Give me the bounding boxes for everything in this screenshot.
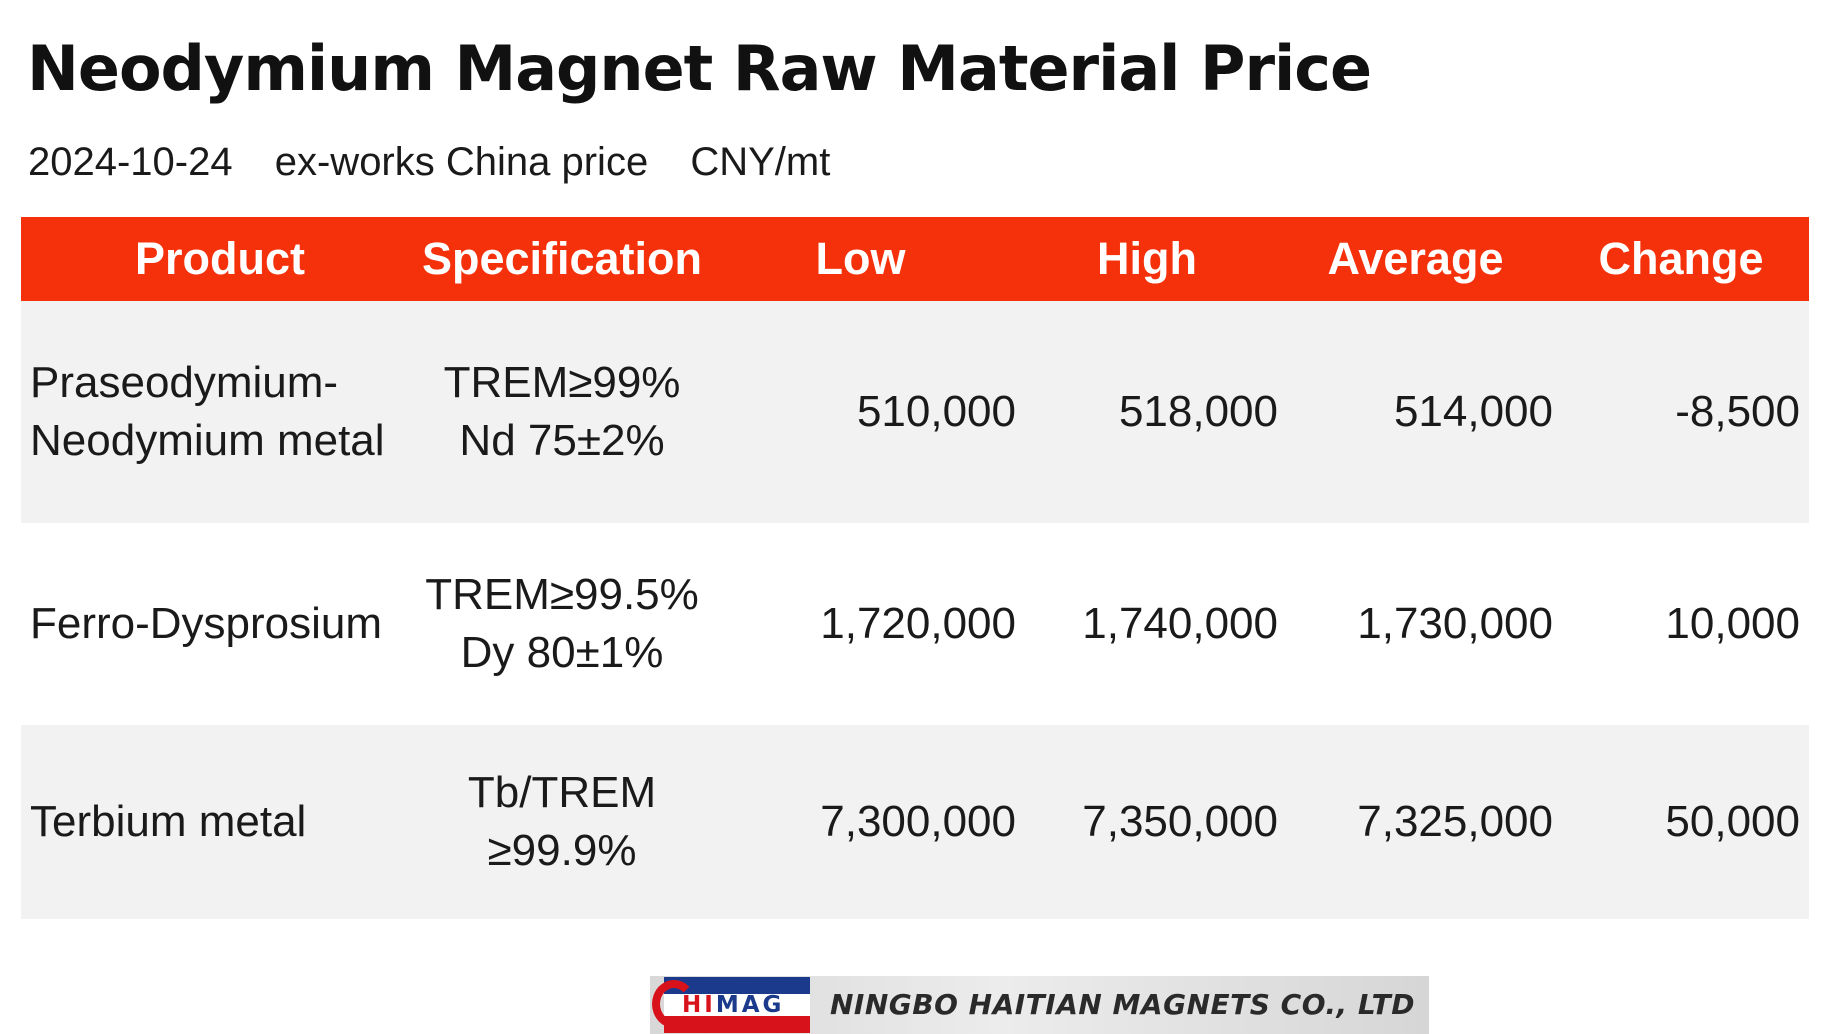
low-price: 510,000 <box>705 301 1016 523</box>
average-price: 7,325,000 <box>1278 725 1553 919</box>
header-change: Change <box>1553 217 1809 301</box>
price-change: 50,000 <box>1553 725 1809 919</box>
product-name-line: Terbium metal <box>30 797 307 846</box>
page-title: Neodymium Magnet Raw Material Price <box>27 32 1372 105</box>
logo-ring-icon <box>652 980 696 1028</box>
product-name-line: Ferro-Dysprosium <box>30 599 383 648</box>
table-header-row: Product Specification Low High Average C… <box>21 217 1809 301</box>
price-date: 2024-10-24 <box>28 140 233 184</box>
price-change: -8,500 <box>1553 301 1809 523</box>
header-specification: Specification <box>419 217 705 301</box>
spec-line: Tb/TREM <box>467 768 657 817</box>
company-banner: HIMAG NINGBO HAITIAN MAGNETS CO., LTD <box>650 976 1429 1034</box>
spec-cell: Tb/TREM ≥99.9% <box>419 725 705 919</box>
price-basis: ex-works China price <box>274 140 649 184</box>
logo-text: HIMAG <box>682 992 785 1018</box>
spec-cell: TREM≥99.5% Dy 80±1% <box>419 523 705 725</box>
low-price: 1,720,000 <box>705 523 1016 725</box>
company-logo: HIMAG <box>650 976 810 1034</box>
table-row: Terbium metal Tb/TREM ≥99.9% 7,300,000 7… <box>21 725 1809 919</box>
product-name-line: Praseodymium- <box>30 358 339 407</box>
header-average: Average <box>1278 217 1553 301</box>
price-change: 10,000 <box>1553 523 1809 725</box>
low-price: 7,300,000 <box>705 725 1016 919</box>
logo-stripe <box>664 994 810 1016</box>
header-low: Low <box>705 217 1016 301</box>
company-name: NINGBO HAITIAN MAGNETS CO., LTD <box>830 988 1415 1021</box>
spec-line: ≥99.9% <box>487 826 637 875</box>
spec-line: Nd 75±2% <box>459 416 665 465</box>
price-table: Product Specification Low High Average C… <box>21 217 1809 919</box>
average-price: 1,730,000 <box>1278 523 1553 725</box>
product-cell: Ferro-Dysprosium <box>21 523 419 725</box>
product-name-line: Neodymium metal <box>30 416 385 465</box>
product-cell: Praseodymium- Neodymium metal <box>21 301 419 523</box>
high-price: 7,350,000 <box>1016 725 1278 919</box>
table-row: Praseodymium- Neodymium metal TREM≥99% N… <box>21 301 1809 523</box>
high-price: 1,740,000 <box>1016 523 1278 725</box>
spec-line: TREM≥99.5% <box>425 570 699 619</box>
high-price: 518,000 <box>1016 301 1278 523</box>
average-price: 514,000 <box>1278 301 1553 523</box>
price-unit: CNY/mt <box>690 140 831 184</box>
header-high: High <box>1016 217 1278 301</box>
spec-line: Dy 80±1% <box>460 628 664 677</box>
spec-line: TREM≥99% <box>443 358 681 407</box>
header-product: Product <box>21 217 419 301</box>
subtitle: 2024-10-24 ex-works China price CNY/mt <box>28 138 830 186</box>
logo-stripe <box>664 1016 810 1033</box>
spec-cell: TREM≥99% Nd 75±2% <box>419 301 705 523</box>
table-row: Ferro-Dysprosium TREM≥99.5% Dy 80±1% 1,7… <box>21 523 1809 725</box>
product-cell: Terbium metal <box>21 725 419 919</box>
logo-stripe <box>664 977 810 994</box>
